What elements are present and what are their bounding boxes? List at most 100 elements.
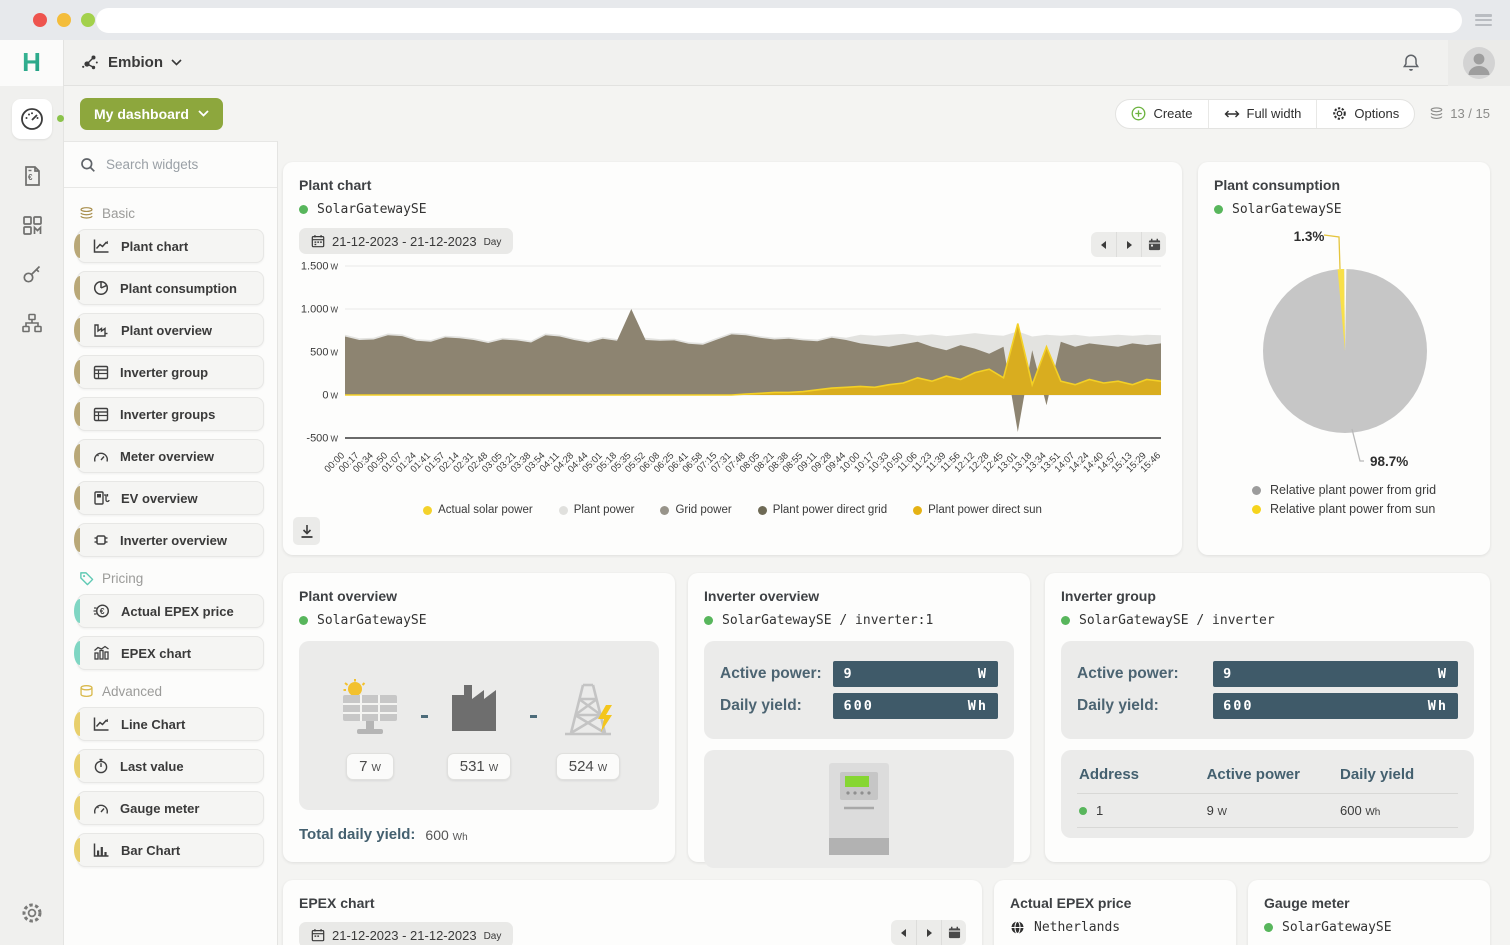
prev-period-button[interactable]: [891, 920, 916, 945]
date-mode-label: Day: [483, 237, 502, 248]
sidebar-item-actual-epex-price[interactable]: € Actual EPEX price: [74, 594, 264, 628]
metric-label: Daily yield:: [1077, 697, 1159, 714]
item-label: Line Chart: [121, 716, 186, 732]
coin-icon: €: [93, 604, 110, 618]
device-name: SolarGatewaySE: [317, 202, 427, 217]
table-icon: [93, 407, 109, 421]
device-name: SolarGatewaySE: [317, 613, 427, 628]
sidebar-item-gauge-meter[interactable]: Gauge meter: [74, 791, 264, 825]
close-window-button[interactable]: [33, 13, 47, 27]
sidebar-item-epex-chart[interactable]: EPEX chart: [74, 636, 264, 670]
app-header: H Embion: [0, 39, 1510, 86]
full-width-button[interactable]: Full width: [1207, 99, 1317, 128]
molecule-icon: [82, 55, 98, 69]
sidebar-item-meter-overview[interactable]: Meter overview: [74, 439, 264, 473]
pie-chart-icon: [93, 280, 109, 296]
app-logo[interactable]: H: [0, 39, 64, 86]
legend-item[interactable]: Grid power: [660, 504, 732, 516]
today-calendar-button[interactable]: [1141, 232, 1166, 257]
download-icon: [301, 524, 312, 538]
item-label: Last value: [120, 758, 184, 774]
legend-item[interactable]: Relative plant power from grid: [1251, 483, 1436, 497]
sidebar-item-bar-chart[interactable]: Bar Chart: [74, 833, 264, 867]
sidebar-item-ev-overview[interactable]: EV overview: [74, 481, 264, 515]
sidebar-item-inverter-overview[interactable]: Inverter overview: [74, 523, 264, 557]
date-range-label: 21-12-2023 - 21-12-2023: [332, 234, 477, 249]
calendar-icon: [311, 235, 325, 248]
calendar-icon: [311, 929, 325, 942]
section-pricing: Pricing: [79, 571, 264, 586]
sidebar-item-plant-overview[interactable]: Plant overview: [74, 313, 264, 347]
nav-widgets[interactable]: [20, 213, 44, 237]
browser-menu-icon[interactable]: [1475, 14, 1492, 26]
maximize-window-button[interactable]: [81, 13, 95, 27]
sidebar-item-line-chart[interactable]: Line Chart: [74, 707, 264, 741]
widget-title: Actual EPEX price: [1010, 895, 1132, 911]
status-dot: [1214, 205, 1223, 214]
inverter-overview-widget: Inverter overview SolarGatewaySE / inver…: [688, 573, 1030, 868]
h-logo-icon: H: [22, 47, 41, 77]
widget-title: EPEX chart: [299, 895, 375, 911]
item-label: Plant chart: [121, 238, 189, 254]
dashboard-toolbar: My dashboard Create Full width: [64, 86, 1510, 141]
date-range-picker[interactable]: 21-12-2023 - 21-12-2023 Day: [299, 922, 514, 945]
widget-title: Inverter group: [1061, 588, 1156, 604]
create-button[interactable]: Create: [1116, 100, 1207, 128]
brand-name: Embion: [108, 54, 163, 71]
notifications-bell-icon[interactable]: [1400, 52, 1422, 74]
database-icon: [80, 685, 93, 697]
legend-item[interactable]: Plant power: [558, 504, 634, 516]
grid-node: 524 W: [541, 679, 635, 780]
epex-chart-widget: EPEX chart 21-12-2023 - 21-12-2023 Day: [283, 880, 982, 945]
avatar-icon: [1463, 46, 1495, 79]
url-bar[interactable]: [96, 8, 1462, 33]
section-label: Basic: [102, 206, 136, 221]
download-chart-button[interactable]: [293, 517, 320, 545]
epex-price-widget: Actual EPEX price Netherlands: [994, 880, 1236, 945]
toolbar-button-group: Create Full width Options: [1115, 98, 1416, 129]
next-period-button[interactable]: [916, 920, 941, 945]
minimize-window-button[interactable]: [57, 13, 71, 27]
layers-icon: [1430, 107, 1443, 119]
widget-title: Gauge meter: [1264, 895, 1350, 911]
settings-gear-icon[interactable]: [20, 901, 44, 925]
options-label: Options: [1354, 106, 1400, 121]
next-period-button[interactable]: [1116, 232, 1141, 257]
widget-title: Plant chart: [299, 177, 372, 193]
nav-hierarchy[interactable]: [20, 311, 44, 335]
sidebar-item-inverter-groups[interactable]: Inverter groups: [74, 397, 264, 431]
legend-item[interactable]: Plant power direct grid: [757, 504, 887, 516]
options-button[interactable]: Options: [1316, 99, 1414, 128]
prev-period-button[interactable]: [1091, 232, 1116, 257]
org-selector[interactable]: Embion: [80, 53, 182, 73]
sidebar-item-last-value[interactable]: Last value: [74, 749, 264, 783]
inverter-illustration-panel: [704, 750, 1014, 868]
sidebar-item-inverter-group[interactable]: Inverter group: [74, 355, 264, 389]
total-label: Total daily yield:: [299, 826, 416, 843]
date-range-label: 21-12-2023 - 21-12-2023: [332, 928, 477, 943]
factory-icon: [452, 685, 496, 731]
svg-text:1.3%: 1.3%: [1294, 229, 1325, 244]
sidebar-item-plant-chart[interactable]: Plant chart: [74, 229, 264, 263]
user-avatar[interactable]: [1448, 39, 1510, 86]
table-row[interactable]: 1 9 W 600 Wh: [1077, 794, 1458, 827]
sidebar-item-plant-consumption[interactable]: Plant consumption: [74, 271, 264, 305]
metric-label: Active power:: [1077, 665, 1179, 682]
legend-item[interactable]: Actual solar power: [423, 504, 533, 516]
section-basic: Basic: [79, 206, 264, 221]
search-icon: [81, 157, 95, 172]
nav-invoices[interactable]: €: [20, 164, 44, 188]
legend-item[interactable]: Relative plant power from sun: [1251, 502, 1436, 516]
nav-dashboards[interactable]: [11, 99, 64, 139]
today-calendar-button[interactable]: [941, 920, 966, 945]
legend-item[interactable]: Plant power direct sun: [913, 504, 1042, 516]
dashboard-selector-button[interactable]: My dashboard: [80, 97, 223, 130]
search-input[interactable]: [106, 157, 256, 172]
ev-charger-icon: [94, 491, 110, 505]
nav-access-keys[interactable]: [20, 262, 44, 286]
date-range-picker[interactable]: 21-12-2023 - 21-12-2023 Day: [299, 228, 514, 254]
item-label: Bar Chart: [121, 842, 181, 858]
